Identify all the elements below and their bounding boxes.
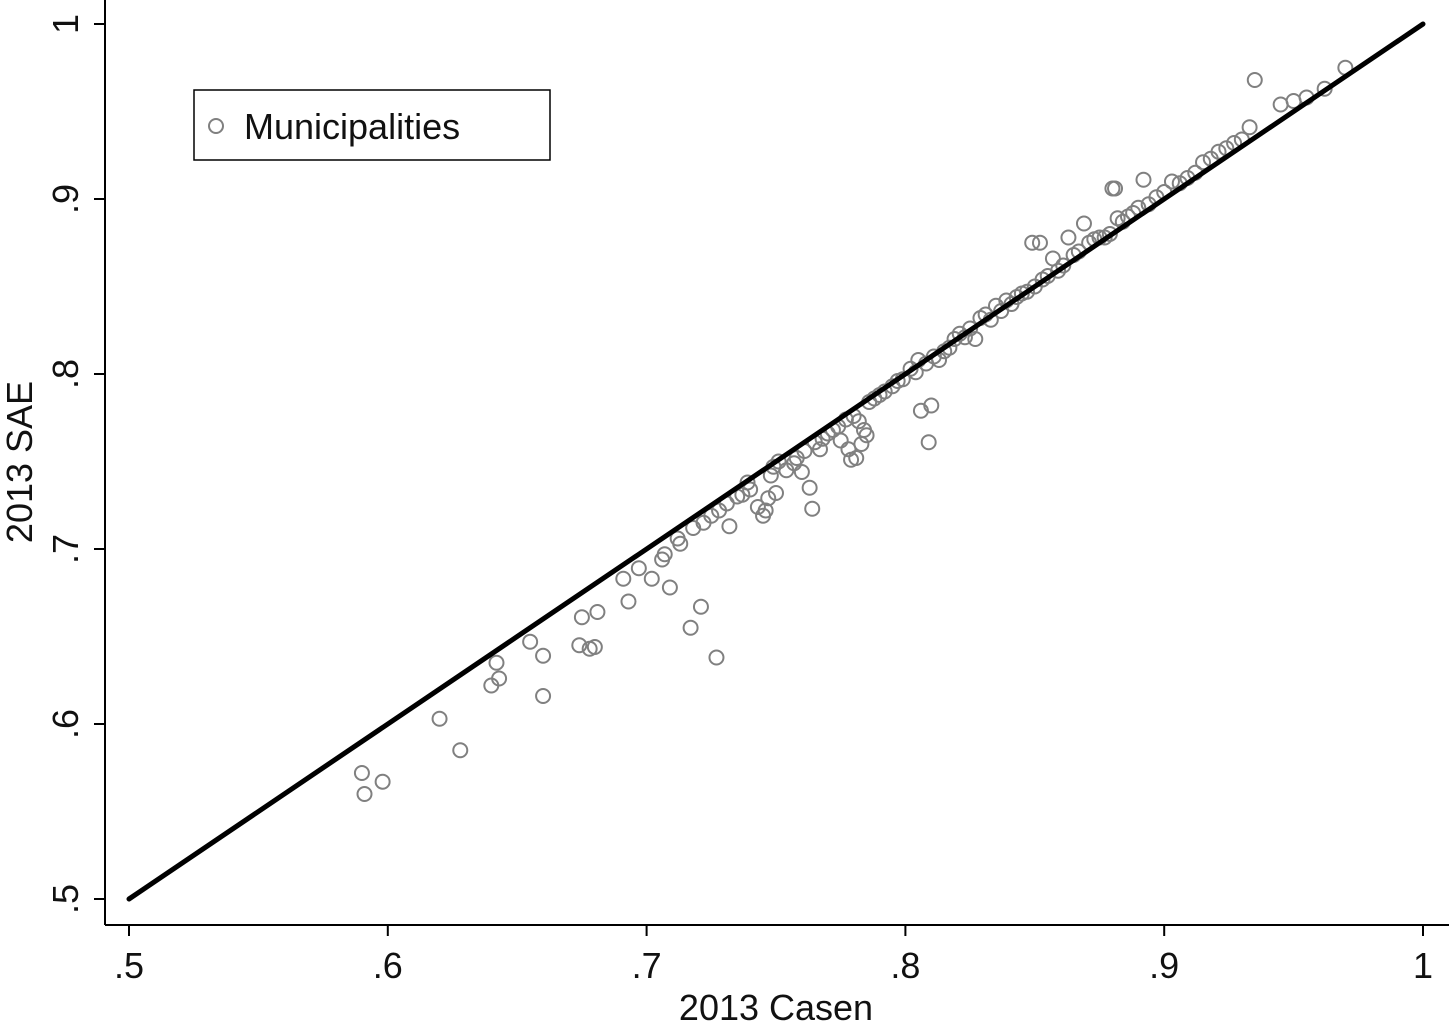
data-point xyxy=(832,432,849,449)
data-point xyxy=(1024,234,1041,251)
data-point xyxy=(535,647,552,664)
data-point xyxy=(1107,180,1124,197)
data-point xyxy=(488,654,505,671)
data-point xyxy=(1210,143,1227,160)
data-point xyxy=(452,742,469,759)
data-point xyxy=(804,500,821,517)
legend: Municipalities xyxy=(193,89,551,161)
data-point xyxy=(923,397,940,414)
data-point xyxy=(1060,229,1077,246)
reference-line xyxy=(126,21,1426,902)
data-point xyxy=(491,670,508,687)
y-tick-label: .9 xyxy=(45,184,86,214)
y-tick-label: .7 xyxy=(45,534,86,564)
data-point xyxy=(1246,72,1263,88)
data-point xyxy=(749,499,766,515)
ticks-layer: .5 .6 .7 .8 .9 1 .5 .6 .7 .8 .9 1 xyxy=(45,14,1433,986)
data-point xyxy=(374,773,391,790)
data-point xyxy=(920,434,937,451)
data-point xyxy=(1075,215,1092,232)
data-point xyxy=(801,479,818,496)
x-tick-label: .6 xyxy=(373,945,403,986)
data-point xyxy=(661,579,678,596)
data-point xyxy=(858,427,875,444)
legend-label-municipalities: Municipalities xyxy=(244,106,460,147)
x-tick-label: .7 xyxy=(632,945,662,986)
y-tick-label: .5 xyxy=(45,884,86,914)
data-point xyxy=(721,518,738,535)
y-tick-label: .6 xyxy=(45,709,86,739)
y-axis-title: 2013 SAE xyxy=(0,381,40,543)
axes-layer xyxy=(104,0,1449,926)
data-point xyxy=(615,570,632,587)
x-tick-label: .9 xyxy=(1149,945,1179,986)
data-point xyxy=(811,441,828,458)
data-point xyxy=(356,786,373,802)
data-point xyxy=(589,604,606,620)
y-tick-label: .8 xyxy=(45,359,86,389)
data-point xyxy=(757,502,774,519)
data-point xyxy=(643,570,660,587)
data-point xyxy=(850,413,867,430)
data-point xyxy=(1272,96,1289,113)
data-point xyxy=(793,464,810,480)
data-point xyxy=(967,331,984,347)
data-point xyxy=(672,535,689,552)
data-point xyxy=(742,481,759,498)
line-layer xyxy=(126,21,1426,902)
data-point xyxy=(353,765,370,781)
data-point xyxy=(571,637,588,654)
data-point xyxy=(586,639,603,655)
data-point xyxy=(682,619,699,636)
x-tick-label: .8 xyxy=(890,945,920,986)
data-point xyxy=(1163,173,1180,190)
data-point xyxy=(656,546,673,563)
x-tick-label: 1 xyxy=(1413,945,1433,986)
x-tick-label: .5 xyxy=(114,945,144,986)
data-point xyxy=(848,450,865,466)
data-point xyxy=(630,560,647,577)
data-point xyxy=(1050,262,1067,279)
data-point xyxy=(573,609,590,626)
data-point xyxy=(431,710,448,727)
data-point xyxy=(1195,154,1212,171)
data-point xyxy=(535,688,552,704)
data-point xyxy=(1241,119,1258,136)
data-point xyxy=(768,485,784,501)
x-axis-title: 2013 Casen xyxy=(679,987,873,1024)
data-point xyxy=(620,593,637,610)
legend-marker xyxy=(208,118,224,134)
data-point xyxy=(762,467,779,484)
data-point xyxy=(692,598,709,615)
data-point xyxy=(1135,171,1152,188)
data-point xyxy=(1031,234,1048,251)
data-point xyxy=(708,649,725,666)
data-point xyxy=(522,633,539,650)
legend-box xyxy=(193,89,551,161)
y-tick-label: 1 xyxy=(45,14,86,34)
